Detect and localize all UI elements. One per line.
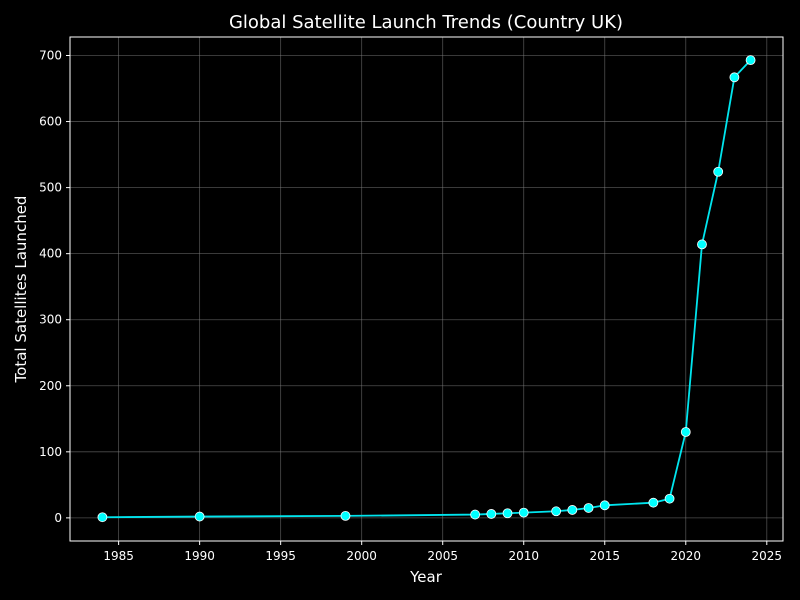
data-point: [486, 509, 497, 519]
x-tick-label: 2010: [508, 549, 539, 563]
data-point: [713, 166, 724, 177]
data-point: [583, 503, 594, 513]
data-point: [599, 500, 610, 511]
series: [97, 55, 756, 523]
data-point: [97, 512, 108, 523]
data-point: [648, 497, 659, 508]
x-tick-label: 2020: [670, 549, 701, 563]
x-tick-label: 1985: [103, 549, 134, 563]
y-tick-label: 700: [39, 48, 62, 62]
y-tick-label: 100: [39, 445, 62, 459]
y-axis-title: Total Satellites Launched: [12, 196, 30, 384]
data-point: [502, 508, 513, 519]
data-point: [729, 72, 740, 83]
x-tick-label: 2015: [589, 549, 620, 563]
y-tick-label: 0: [54, 511, 62, 525]
data-point: [664, 493, 675, 504]
x-tick-label: 2025: [752, 549, 783, 563]
series-line: [102, 59, 752, 519]
grid: [70, 37, 783, 541]
data-point: [470, 509, 481, 520]
x-axis-title: Year: [409, 568, 443, 586]
data-point: [697, 239, 707, 250]
axis-ticks: 1985 1990 1995 2000 2005 2010 2015 2020 2025 0 100…: [39, 48, 782, 563]
chart-title: Global Satellite Launch Trends (Country …: [229, 12, 623, 33]
data-point: [680, 427, 691, 437]
data-point: [745, 55, 756, 66]
y-tick-label: 200: [39, 379, 62, 393]
y-tick-label: 400: [39, 247, 62, 261]
y-tick-label: 300: [39, 313, 62, 327]
y-tick-label: 500: [39, 181, 62, 195]
plot-area-frame: [69, 36, 784, 542]
data-point: [567, 505, 578, 515]
x-tick-label: 2000: [346, 549, 377, 563]
x-tick-label: 1990: [184, 549, 215, 563]
y-tick-label: 600: [39, 115, 62, 129]
x-tick-label: 1995: [265, 549, 296, 563]
data-point: [551, 506, 562, 517]
data-point: [194, 511, 205, 522]
data-point: [518, 507, 529, 518]
x-tick-label: 2005: [427, 549, 458, 563]
data-point: [340, 511, 351, 521]
